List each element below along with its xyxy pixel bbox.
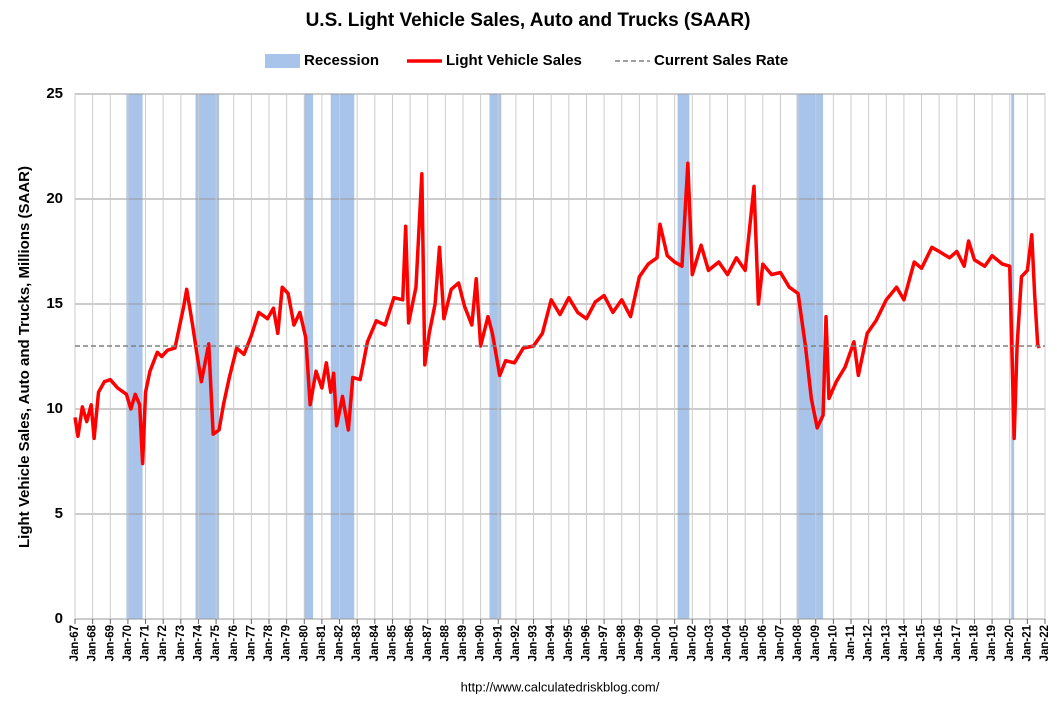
x-tick-label: Jan-90	[475, 625, 487, 661]
x-tick-label: Jan-98	[616, 624, 628, 661]
chart-title: U.S. Light Vehicle Sales, Auto and Truck…	[306, 10, 751, 31]
x-tick-label: Jan-73	[175, 625, 187, 661]
x-tick-label: Jan-72	[157, 625, 169, 661]
x-tick-label: Jan-87	[422, 625, 434, 661]
x-tick-label: Jan-09	[810, 625, 822, 661]
x-tick-label: Jan-13	[880, 625, 892, 661]
x-tick-label: Jan-17	[951, 625, 963, 661]
x-tick-label: Jan-94	[545, 624, 557, 661]
x-tick-label: Jan-71	[140, 624, 152, 661]
y-tick-label: 10	[46, 400, 63, 417]
x-tick-label: Jan-83	[351, 625, 363, 661]
x-tick-label: Jan-05	[739, 624, 751, 661]
x-tick-label: Jan-15	[916, 624, 928, 661]
x-tick-label: Jan-77	[245, 625, 257, 661]
legend-label: Current Sales Rate	[654, 52, 788, 69]
y-tick-label: 25	[46, 85, 63, 102]
x-tick-label: Jan-01	[669, 624, 681, 661]
x-tick-label: Jan-82	[334, 625, 346, 661]
x-tick-label: Jan-10	[827, 625, 839, 661]
x-tick-label: Jan-02	[686, 625, 698, 661]
x-tick-label: Jan-97	[598, 625, 610, 661]
x-tick-label: Jan-85	[386, 624, 398, 661]
x-tick-label: Jan-00	[651, 625, 663, 661]
x-tick-label: Jan-21	[1021, 624, 1033, 661]
x-tick-label: Jan-14	[898, 624, 910, 661]
x-tick-label: Jan-16	[933, 625, 945, 661]
plot-area	[74, 93, 1046, 620]
x-tick-label: Jan-03	[704, 625, 716, 661]
x-tick-label: Jan-95	[563, 624, 575, 661]
y-tick-label: 15	[46, 295, 63, 312]
y-tick-label: 20	[46, 190, 63, 207]
x-tick-label: Jan-18	[968, 624, 980, 661]
x-tick-label: Jan-80	[298, 625, 310, 661]
legend-swatch	[265, 54, 300, 68]
x-tick-label: Jan-93	[528, 625, 540, 661]
x-tick-label: Jan-70	[122, 625, 134, 661]
recession-band	[330, 94, 355, 619]
x-tick-label: Jan-68	[87, 624, 99, 661]
x-tick-label: Jan-76	[228, 625, 240, 661]
x-tick-label: Jan-84	[369, 624, 381, 661]
recession-band	[677, 94, 690, 619]
x-tick-label: Jan-75	[210, 624, 222, 661]
x-tick-label: Jan-92	[510, 625, 522, 661]
x-tick-label: Jan-96	[580, 625, 592, 661]
x-tick-label: Jan-67	[69, 625, 81, 661]
x-tick-label: Jan-20	[1004, 625, 1016, 661]
y-axis-label: Light Vehicle Sales, Auto and Trucks, Mi…	[16, 166, 33, 548]
x-tick-label: Jan-04	[722, 624, 734, 661]
x-tick-label: Jan-22	[1039, 625, 1051, 661]
x-tick-label: Jan-99	[633, 625, 645, 661]
recession-band	[796, 94, 824, 619]
x-tick-label: Jan-12	[863, 625, 875, 661]
x-tick-label: Jan-07	[774, 625, 786, 661]
x-tick-label: Jan-69	[104, 625, 116, 661]
x-tick-label: Jan-11	[845, 624, 857, 660]
x-tick-label: Jan-78	[263, 624, 275, 661]
x-tick-label: Jan-91	[492, 624, 504, 661]
x-tick-label: Jan-79	[281, 625, 293, 661]
y-tick-label: 5	[55, 505, 63, 522]
source: http://www.calculatedriskblog.com/	[461, 679, 660, 694]
x-tick-label: Jan-08	[792, 624, 804, 661]
x-tick-label: Jan-74	[192, 624, 204, 661]
x-tick-label: Jan-86	[404, 625, 416, 661]
x-tick-label: Jan-89	[457, 625, 469, 661]
recession-band	[126, 94, 143, 619]
legend-label: Light Vehicle Sales	[446, 52, 582, 69]
x-tick-label: Jan-19	[986, 625, 998, 661]
x-tick-label: Jan-88	[439, 624, 451, 661]
legend-label: Recession	[304, 52, 379, 69]
y-tick-label: 0	[55, 610, 63, 627]
x-tick-label: Jan-81	[316, 624, 328, 661]
sales-line	[73, 161, 1041, 466]
x-tick-label: Jan-06	[757, 625, 769, 661]
